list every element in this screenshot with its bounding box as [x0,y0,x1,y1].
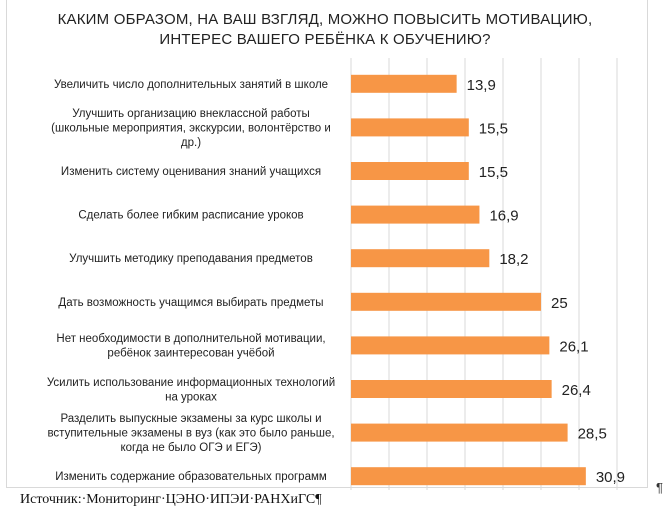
category-label-line: (школьные мероприятия, экскурсии, волонт… [51,122,331,134]
category-label-line: Нет необходимости в дополнительной мотив… [56,333,325,345]
category-label-2: Улучшить организацию внеклассной работы (… [51,108,331,149]
category-label-1: Увеличить число дополнительных занятий в… [54,79,328,91]
category-label-line: Дать возможность учащимся выбирать предм… [58,297,323,309]
category-label-7: Нет необходимости в дополнительной мотив… [56,333,325,360]
category-label-3: Изменить систему оценивания знаний учащи… [61,166,321,178]
category-label-6: Дать возможность учащимся выбирать предм… [58,297,323,309]
category-label-9: Разделить выпускные экзамены за курс шко… [47,413,334,454]
value-label-1: 13,9 [467,77,496,94]
category-label-line: Улучшить организацию внеклассной работы [72,108,310,120]
pilcrow-mark: ¶ [656,480,663,495]
bar-5 [351,249,490,268]
category-label-line: Улучшить методику преподавания предметов [69,253,313,265]
value-label-3: 15,5 [479,164,508,181]
value-label-4: 16,9 [489,208,518,225]
category-label-line: вступительные экзамены в вуз (как это бы… [47,428,334,440]
category-label-10: Изменить содержание образовательных прог… [55,471,327,483]
bar-6 [351,292,541,311]
category-label-line: Сделать более гибким расписание уроков [78,210,303,222]
bar-9 [351,423,568,442]
value-label-8: 26,4 [562,382,591,399]
value-label-5: 18,2 [499,251,528,268]
bar-2 [351,118,469,137]
category-label-4: Сделать более гибким расписание уроков [78,210,303,222]
category-label-8: Усилить использование информационных тех… [47,377,335,404]
category-label-line: Усилить использование информационных тех… [47,377,335,389]
chart-title: КАКИМ ОБРАЗОМ, НА ВАШ ВЗГЛЯД, МОЖНО ПОВЫ… [57,11,593,48]
category-label-line: Увеличить число дополнительных занятий в… [54,79,328,91]
bar-7 [351,336,550,355]
value-label-9: 28,5 [578,426,607,443]
category-label-line: Изменить содержание образовательных прог… [55,471,327,483]
bar-3 [351,162,469,180]
category-label-line: Изменить систему оценивания знаний учащи… [61,166,321,178]
source-note: Источник:·Мониторинг·ЦЭНО·ИПЭИ·РАНХиГС¶ [20,492,322,507]
category-label-line: Разделить выпускные экзамены за курс шко… [60,413,321,425]
category-label-5: Улучшить методику преподавания предметов [69,253,313,265]
category-label-line: на уроках [165,391,217,403]
category-label-line: когда не было ОГЭ и ЕГЭ) [120,442,261,454]
bar-1 [351,74,457,93]
value-label-7: 26,1 [559,338,588,355]
bar-8 [351,380,552,398]
bar-10 [351,467,586,486]
value-label-6: 25 [551,295,568,312]
category-label-line: др.) [181,137,201,149]
value-label-10: 30,9 [596,469,625,486]
category-label-line: ребёнок заинтересован учёбой [107,348,274,360]
value-label-2: 15,5 [479,120,508,137]
bar-4 [351,205,480,224]
